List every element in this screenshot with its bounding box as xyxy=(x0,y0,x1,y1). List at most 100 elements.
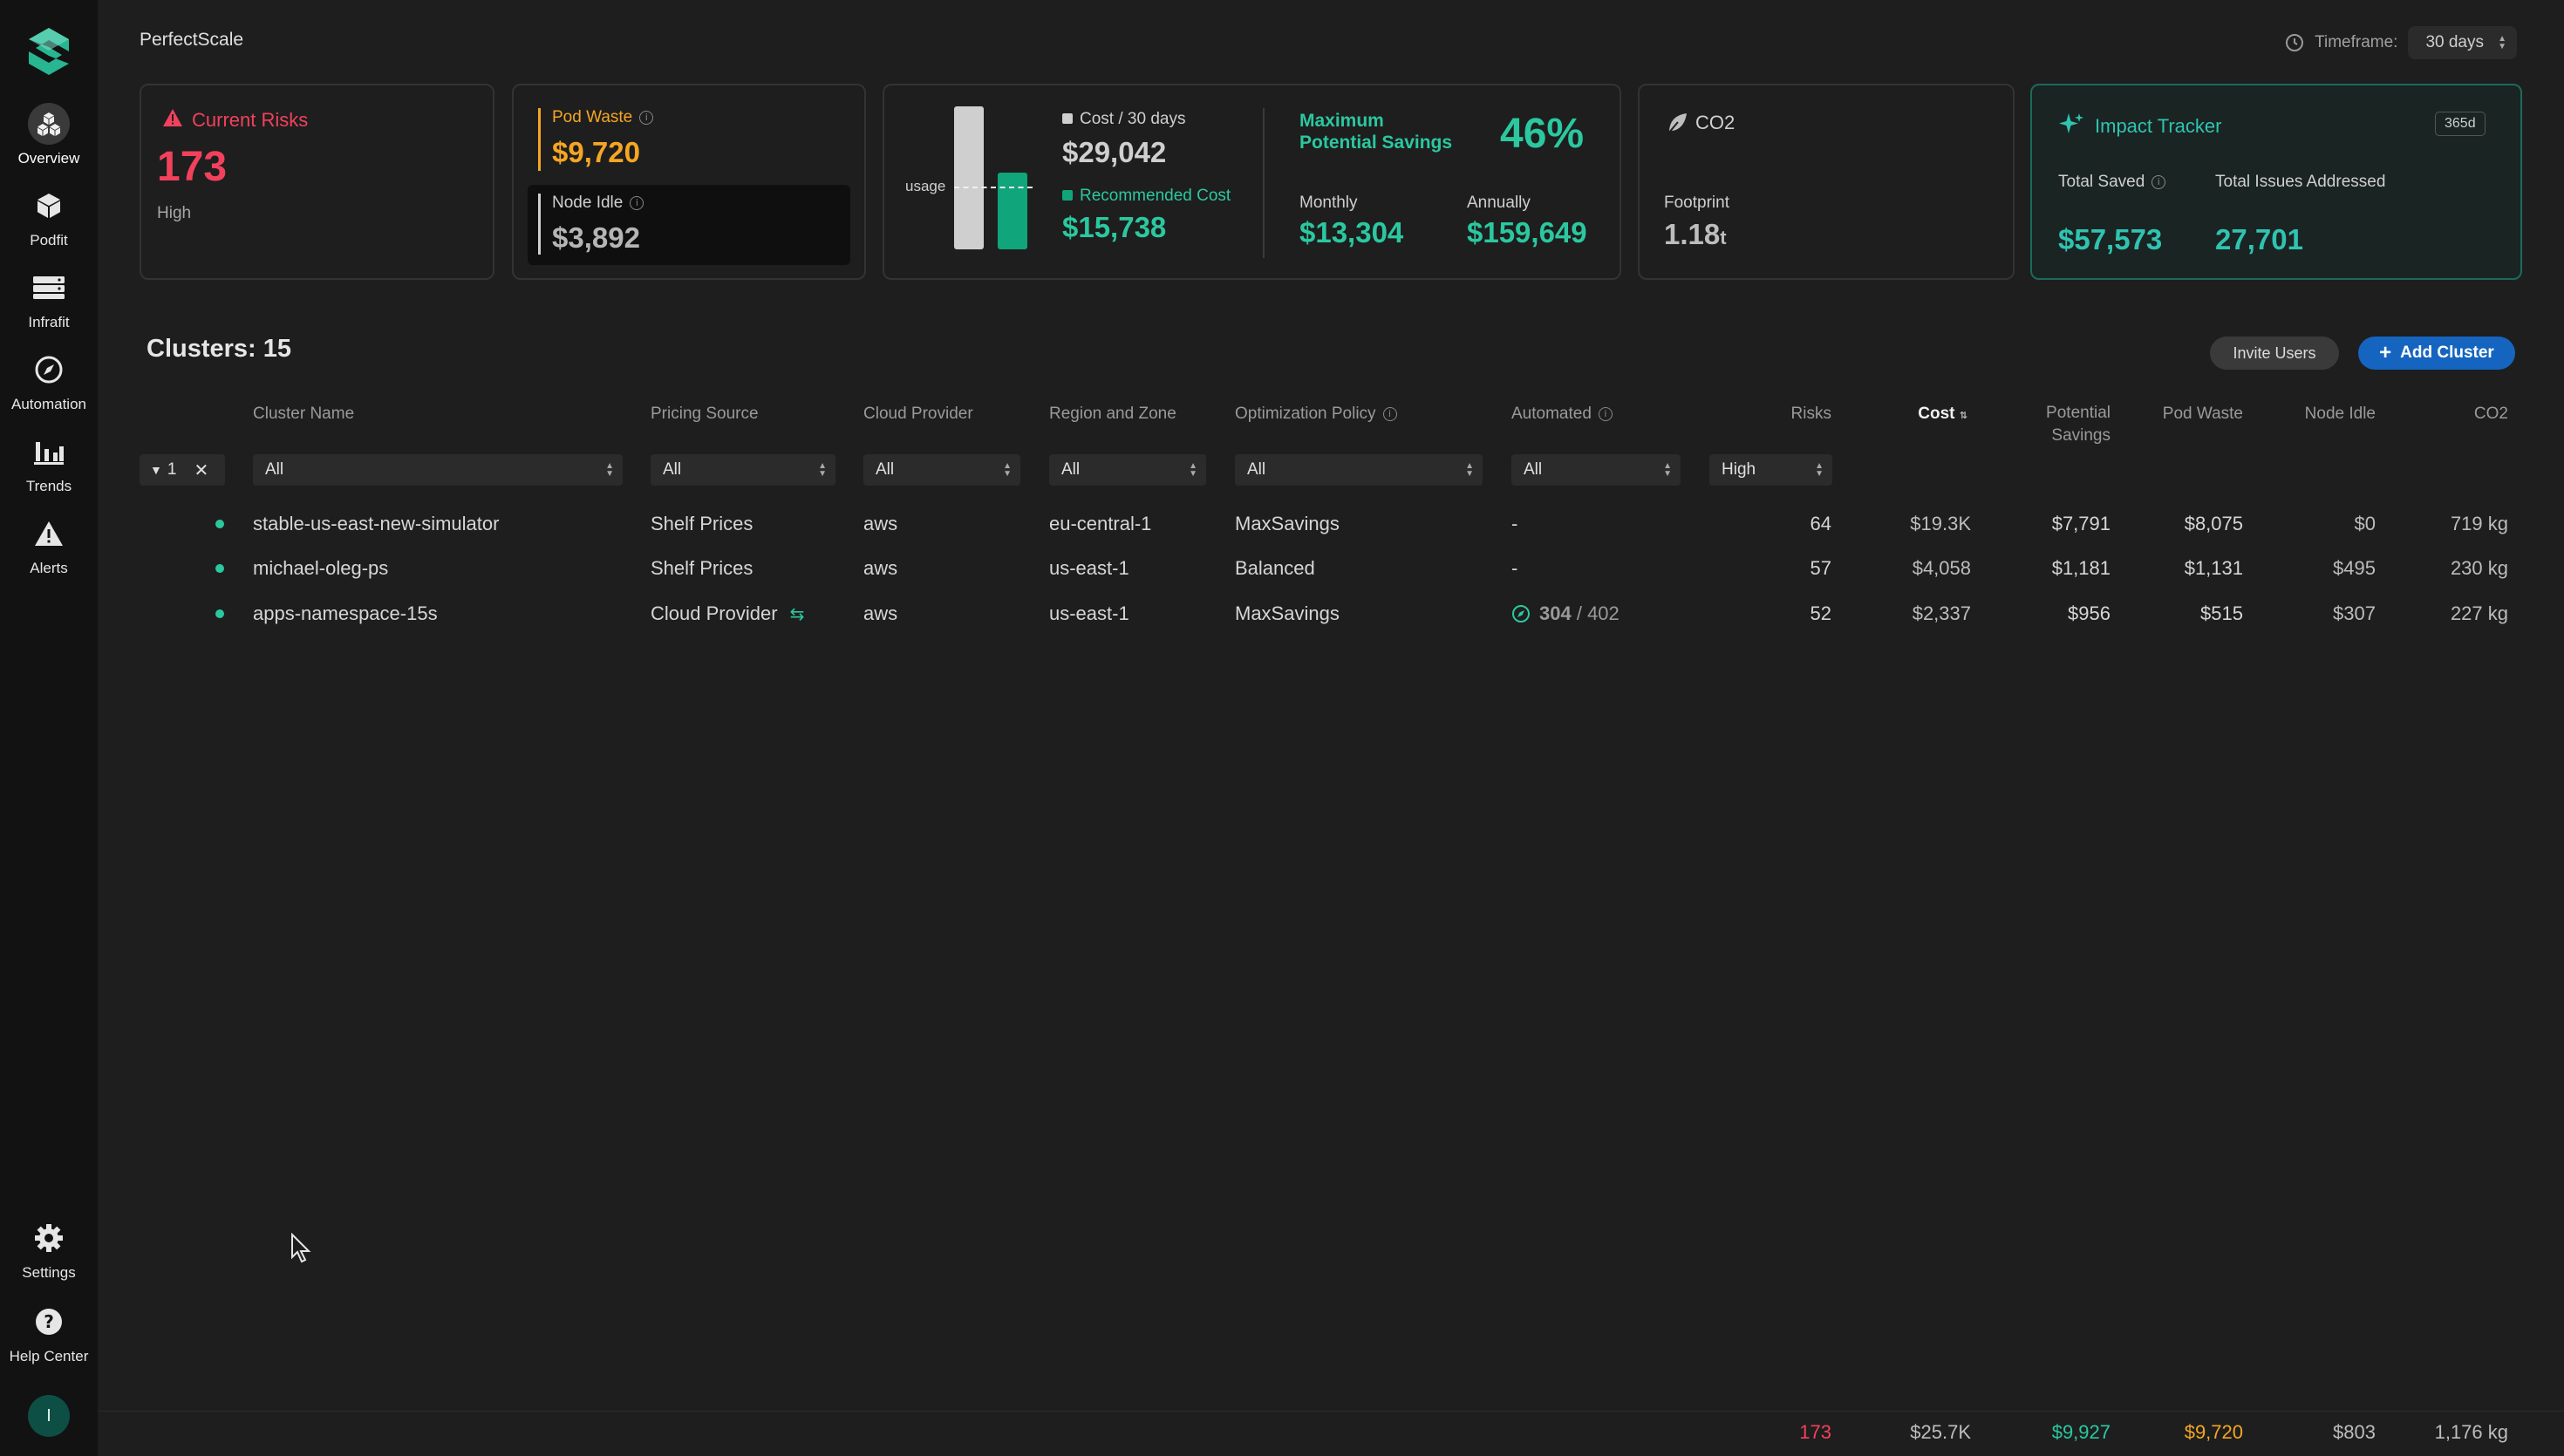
invite-users-button[interactable]: Invite Users xyxy=(2210,337,2339,370)
usage-line xyxy=(954,187,1033,188)
cell-cluster-name[interactable]: michael-oleg-ps xyxy=(253,557,389,579)
filter-risks[interactable]: High ▲ ▼ xyxy=(1709,454,1832,486)
chevron-updown-icon: ▲ ▼ xyxy=(605,461,614,479)
timeframe-control: Timeframe: 30 days ▲ ▼ xyxy=(2285,26,2517,59)
close-icon[interactable]: ✕ xyxy=(194,460,209,480)
cell-cluster-name[interactable]: apps-namespace-15s xyxy=(253,602,438,624)
avatar[interactable]: I xyxy=(28,1395,70,1437)
col-header-co2[interactable]: CO2 xyxy=(2473,405,2508,423)
chevron-updown-icon: ▲ ▼ xyxy=(1189,461,1197,479)
co2-title: CO2 xyxy=(1695,112,1735,133)
cell-automated[interactable]: 304 / 402 xyxy=(1511,602,1620,625)
waste-card[interactable]: Pod Waste i $9,720 Node Idle i $3,892 xyxy=(512,84,866,280)
sidebar-item-trends[interactable]: Trends xyxy=(0,431,98,495)
cell-cloud-provider: aws xyxy=(863,557,898,579)
filter-cloud-provider[interactable]: All ▲ ▼ xyxy=(863,454,1020,486)
warning-icon xyxy=(163,109,182,126)
cell-pod-waste: $515 xyxy=(2200,602,2243,624)
add-cluster-button[interactable]: + Add Cluster xyxy=(2358,337,2515,370)
sidebar-item-alerts[interactable]: Alerts xyxy=(0,513,98,577)
compass-icon xyxy=(28,349,70,391)
sidebar-item-infrafit[interactable]: Infrafit xyxy=(0,267,98,331)
cell-risks: 52 xyxy=(1810,602,1831,624)
cell-automated: - xyxy=(1511,557,1518,579)
monthly-value: $13,304 xyxy=(1299,216,1404,248)
sidebar-item-automation[interactable]: Automation xyxy=(0,349,98,413)
bar-chart-icon xyxy=(28,431,70,473)
cost-label: Cost / 30 days xyxy=(1080,110,1186,128)
chevron-updown-icon: ▲ ▼ xyxy=(1003,461,1012,479)
node-idle-box[interactable]: Node Idle i $3,892 xyxy=(528,185,850,265)
timeframe-select[interactable]: 30 days ▲ ▼ xyxy=(2408,26,2517,59)
col-header-automated[interactable]: Automated i xyxy=(1511,405,1613,424)
current-risks-card[interactable]: Current Risks 173 High xyxy=(140,84,494,280)
col-header-optimization-policy[interactable]: Optimization Policy i xyxy=(1235,405,1397,424)
filter-region-zone[interactable]: All ▲ ▼ xyxy=(1049,454,1206,486)
sidebar-item-overview[interactable]: Overview xyxy=(0,103,98,167)
filter-pricing-source[interactable]: All ▲ ▼ xyxy=(651,454,835,486)
sidebar-item-settings[interactable]: Settings xyxy=(0,1217,98,1282)
cell-region: us-east-1 xyxy=(1049,557,1129,579)
col-header-risks[interactable]: Risks xyxy=(1790,405,1831,423)
co2-card[interactable]: CO2 Footprint 1.18t xyxy=(1638,84,2015,280)
col-header-cost[interactable]: Cost ⇅ xyxy=(1918,405,1967,423)
col-header-region-zone[interactable]: Region and Zone xyxy=(1049,405,1176,423)
info-icon[interactable]: i xyxy=(2151,174,2166,189)
gear-icon xyxy=(28,1217,70,1259)
filter-cluster-name[interactable]: All ▲ ▼ xyxy=(253,454,623,486)
sidebar-item-label: Automation xyxy=(11,396,86,412)
risks-title: Current Risks xyxy=(192,109,309,131)
sparkle-icon xyxy=(2059,113,2083,133)
cell-cloud-provider: aws xyxy=(863,513,898,534)
info-icon[interactable]: i xyxy=(1382,406,1397,421)
perfectscale-logo[interactable] xyxy=(27,26,71,77)
col-header-cluster-name[interactable]: Cluster Name xyxy=(253,405,355,423)
risks-level: High xyxy=(157,204,192,222)
cell-cloud-provider: aws xyxy=(863,602,898,624)
col-header-node-idle[interactable]: Node Idle xyxy=(2304,405,2376,423)
info-icon[interactable]: i xyxy=(1598,406,1613,421)
col-header-cloud-provider[interactable]: Cloud Provider xyxy=(863,405,973,423)
max-savings-pct: 46% xyxy=(1500,111,1585,157)
cell-cluster-name[interactable]: stable-us-east-new-simulator xyxy=(253,513,500,534)
cell-co2: 227 kg xyxy=(2450,602,2508,624)
cost-card[interactable]: usage Cost / 30 days $29,042 Recommended… xyxy=(883,84,1621,280)
cell-region: eu-central-1 xyxy=(1049,513,1152,534)
col-header-pod-waste[interactable]: Pod Waste xyxy=(2162,405,2243,423)
col-header-pricing-source[interactable]: Pricing Source xyxy=(651,405,759,423)
filter-automated[interactable]: All ▲ ▼ xyxy=(1511,454,1681,486)
total-cost: $25.7K xyxy=(1910,1421,1971,1443)
sidebar-item-label: Podfit xyxy=(30,232,68,248)
max-savings-label: Maximum Potential Savings xyxy=(1299,111,1453,153)
total-pod-waste: $9,720 xyxy=(2184,1421,2243,1443)
cell-cost: $2,337 xyxy=(1912,602,1971,624)
leaf-icon xyxy=(1667,113,1687,134)
impact-title: Impact Tracker xyxy=(2095,115,2222,137)
cell-savings: $7,791 xyxy=(2051,513,2111,534)
pod-waste-label: Pod Waste i xyxy=(552,108,654,127)
cell-automated: - xyxy=(1511,513,1518,534)
status-dot xyxy=(215,609,224,618)
sidebar-item-help-center[interactable]: ? Help Center xyxy=(0,1301,98,1365)
risks-value: 173 xyxy=(157,144,228,190)
cost-value: $29,042 xyxy=(1062,136,1167,168)
sidebar-item-label: Alerts xyxy=(30,560,68,576)
cost-bar xyxy=(954,106,984,249)
impact-tracker-card[interactable]: Impact Tracker 365d Total Saved i $57,573… xyxy=(2030,84,2522,280)
col-header-potential-savings[interactable]: Potential Savings xyxy=(2046,404,2111,445)
chevron-updown-icon: ▲ ▼ xyxy=(2498,34,2506,51)
page-title: PerfectScale xyxy=(140,30,244,50)
sidebar-item-podfit[interactable]: Podfit xyxy=(0,185,98,249)
period-badge[interactable]: 365d xyxy=(2435,112,2486,136)
info-icon[interactable]: i xyxy=(630,195,644,210)
cell-savings: $1,181 xyxy=(2051,557,2111,579)
info-icon[interactable]: i xyxy=(639,110,654,125)
filter-optimization-policy[interactable]: All ▲ ▼ xyxy=(1235,454,1483,486)
status-dot xyxy=(215,564,224,573)
cubes-icon xyxy=(28,103,70,145)
pod-waste-value: $9,720 xyxy=(552,136,640,168)
pod-waste-marker xyxy=(538,108,541,171)
recommended-bar xyxy=(998,173,1027,249)
footprint-label: Footprint xyxy=(1664,194,1729,212)
active-filters-chip[interactable]: ▼ 1 ✕ xyxy=(140,454,225,486)
